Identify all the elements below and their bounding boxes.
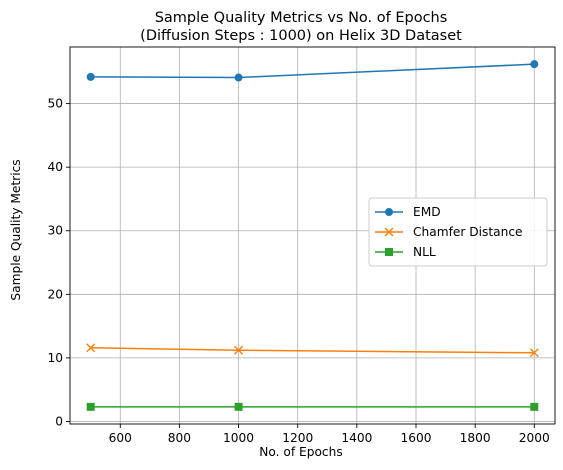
legend-label: Chamfer Distance — [413, 225, 523, 239]
axes-frame — [69, 46, 556, 425]
x-axis-label: No. of Epochs — [259, 445, 342, 459]
x-tick-label: 1000 — [223, 431, 254, 445]
x-tick-label: 600 — [109, 431, 132, 445]
legend-marker — [385, 248, 393, 256]
data-point — [529, 348, 539, 358]
data-point — [530, 60, 539, 69]
ticks: 600 800 1000 1200 1400 1600 1800 2000 0 10 20 30 40 5… — [47, 97, 549, 445]
legend-box — [368, 197, 548, 267]
y-tick-label: 20 — [47, 287, 63, 301]
y-tick-label: 50 — [47, 97, 63, 111]
data-point — [234, 402, 243, 411]
y-tick-label: 30 — [47, 224, 63, 238]
legend-marker — [385, 208, 393, 216]
data-point — [86, 343, 96, 353]
x-tick-label: 1800 — [460, 431, 491, 445]
series-group — [86, 60, 539, 411]
legend-label: EMD — [413, 205, 441, 219]
chart-title-line-1: Sample Quality Metrics vs No. of Epochs — [155, 10, 448, 26]
y-tick-label: 0 — [55, 414, 63, 428]
data-point — [86, 72, 95, 81]
y-axis-label: Sample Quality Metrics — [9, 159, 23, 300]
y-tick-label: 40 — [47, 160, 63, 174]
data-point — [86, 402, 95, 411]
legend: EMD Chamfer Distance NLL — [368, 197, 548, 267]
grid — [70, 47, 555, 424]
x-tick-label: 800 — [168, 431, 191, 445]
data-point — [530, 402, 539, 411]
legend-label: NLL — [413, 245, 436, 259]
x-tick-label: 1400 — [341, 431, 372, 445]
data-point — [234, 345, 244, 355]
x-tick-label: 1600 — [400, 431, 431, 445]
y-tick-label: 10 — [47, 351, 63, 365]
axes — [69, 46, 556, 425]
chart-title-line-2: (Diffusion Steps : 1000) on Helix 3D Dat… — [140, 28, 462, 44]
x-tick-label: 1200 — [282, 431, 313, 445]
legend-marker — [384, 227, 394, 237]
data-point — [234, 73, 243, 82]
x-tick-label: 2000 — [519, 431, 550, 445]
